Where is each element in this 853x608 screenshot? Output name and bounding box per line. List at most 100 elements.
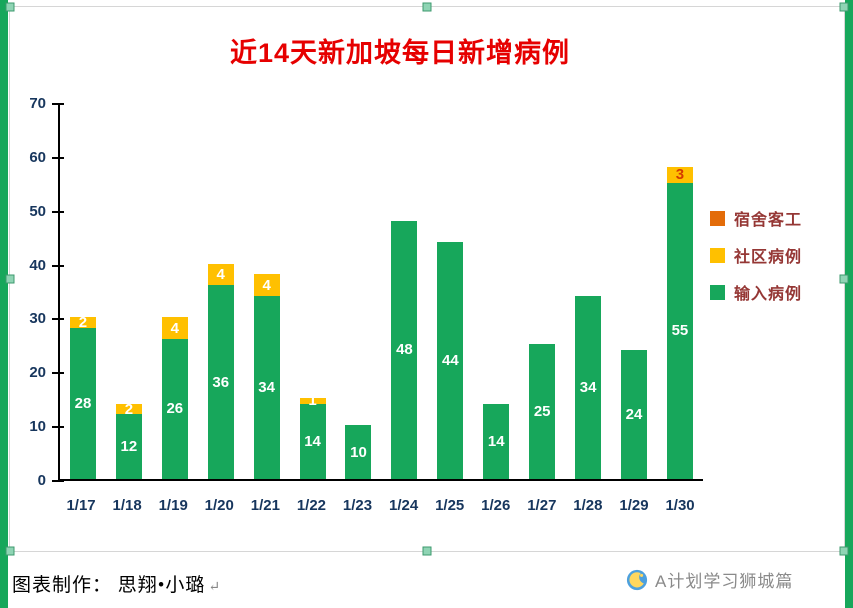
bar-segment: 10 (345, 425, 372, 479)
selection-handle[interactable] (839, 2, 849, 12)
x-axis-label: 1/20 (204, 497, 234, 514)
bar-segment: 14 (483, 403, 510, 479)
bar-value-label: 26 (166, 400, 184, 418)
y-axis-tick-label: 70 (29, 95, 46, 112)
legend-swatch (710, 284, 725, 300)
legend-label: 社区病例 (734, 249, 803, 266)
watermark: A计划学习狮城篇 (626, 567, 793, 592)
x-axis: 1/17 1/18 1/19 1/20 1/21 1/22 1/23 1/24 1/25 1/26… (58, 487, 703, 514)
bar-1-29: 24 (611, 104, 657, 479)
selection-handle[interactable] (5, 546, 15, 556)
y-axis-tick-mark (52, 480, 64, 482)
bar-segment: 14 (299, 403, 326, 479)
chart-title: 近14天新加坡每日新增病例 (229, 38, 571, 68)
x-axis-label: 1/26 (481, 497, 511, 514)
bar-1-21: 4 34 (244, 104, 290, 479)
bar-1-23: 10 (336, 104, 382, 479)
credit-text: 图表制作： 思翔•小璐 (12, 575, 206, 596)
y-axis-tick-label: 60 (29, 148, 46, 166)
bar-segment: 4 (207, 263, 234, 286)
bar-value-label: 1 (308, 392, 317, 410)
legend-item: 输入病例 (710, 280, 802, 304)
x-axis-label: 1/19 (158, 497, 188, 514)
selection-handle[interactable] (422, 546, 432, 556)
left-edge-strip (0, 0, 8, 608)
selection-handle[interactable] (839, 546, 849, 556)
bar-value-label: 14 (304, 432, 321, 450)
bar-value-label: 10 (350, 443, 367, 461)
x-axis-label: 1/22 (296, 497, 327, 514)
legend-swatch (710, 247, 725, 263)
bar-segment: 48 (391, 220, 418, 479)
bar-segment: 36 (207, 285, 234, 479)
legend: 宿舍客工社区病例输入病例 (710, 206, 802, 304)
bar-segment: 3 (666, 166, 693, 183)
y-axis-tick-label: 30 (29, 310, 46, 328)
watermark-logo-icon (626, 569, 648, 590)
bar-value-label: 4 (262, 276, 271, 294)
y-axis-tick-label: 20 (29, 364, 46, 382)
bar-segment: 2 (115, 400, 142, 418)
x-axis-label: 1/23 (342, 497, 373, 514)
bar-value-label: 34 (579, 378, 597, 396)
bar-1-25: 44 (427, 104, 473, 479)
bar-1-27: 25 (519, 104, 565, 479)
chart-canvas[interactable]: 近14天新加坡每日新增病例 0 10 20 30 40 50 60 70 2 28 2 12 4 26 4… (5, 2, 849, 556)
bar-value-label: 4 (216, 265, 225, 283)
bar-segment: 12 (115, 414, 142, 479)
bar-1-28: 34 (565, 104, 611, 479)
legend-item: 社区病例 (710, 243, 802, 267)
x-axis-label: 1/29 (619, 497, 649, 514)
bar-1-18: 2 12 (106, 104, 152, 479)
plot-area: 2 28 2 12 4 26 4 36 4 34 1 14 10 48 44 14 25 34 24 3 55 (58, 104, 703, 481)
bar-value-label: 2 (78, 314, 88, 332)
x-axis-label: 1/28 (573, 497, 603, 514)
bar-value-label: 12 (120, 438, 138, 456)
bar-value-label: 25 (533, 403, 551, 421)
bar-segment: 1 (299, 393, 326, 408)
bar-1-20: 4 36 (198, 104, 244, 479)
bar-1-30: 3 55 (657, 104, 703, 479)
x-axis-label: 1/18 (112, 497, 142, 514)
legend-label: 输入病例 (734, 286, 803, 303)
bar-segment: 24 (621, 349, 648, 479)
bar-value-label: 4 (170, 319, 179, 337)
x-axis-label: 1/25 (435, 497, 465, 514)
x-axis-label: 1/21 (250, 497, 280, 514)
bar-segment: 28 (69, 328, 96, 479)
selection-handle[interactable] (839, 274, 849, 284)
bar-value-label: 44 (441, 352, 459, 370)
selection-handle[interactable] (5, 274, 15, 284)
bar-segment: 55 (666, 182, 693, 479)
x-axis-label: 1/30 (665, 497, 695, 514)
bar-segment: 2 (69, 314, 96, 332)
y-axis-tick-label: 50 (29, 202, 46, 220)
bar-value-label: 24 (625, 405, 643, 423)
watermark-text: A计划学习狮城篇 (655, 572, 794, 591)
bar-1-17: 2 28 (60, 104, 106, 479)
x-axis-label: 1/17 (66, 497, 96, 514)
selection-handle[interactable] (5, 2, 15, 12)
bar-value-label: 55 (671, 322, 689, 340)
chart-credit: 图表制作： 思翔•小璐 ↵ (12, 570, 221, 597)
bar-segment: 34 (253, 295, 280, 479)
bar-value-label: 2 (124, 400, 134, 418)
bar-value-label: 28 (74, 395, 92, 413)
bar-1-26: 14 (473, 104, 519, 479)
bar-1-19: 4 26 (152, 104, 198, 479)
y-axis-tick-label: 0 (37, 472, 46, 489)
y-axis-tick-label: 10 (29, 418, 46, 436)
y-axis-tick-label: 40 (29, 256, 46, 274)
bar-value-label: 34 (258, 378, 275, 396)
paragraph-mark: ↵ (208, 580, 222, 595)
bar-segment: 25 (529, 344, 556, 479)
bar-segment: 44 (437, 242, 464, 479)
selection-handle[interactable] (422, 2, 432, 12)
legend-label: 宿舍客工 (734, 212, 803, 229)
bar-segment: 26 (161, 338, 188, 479)
legend-swatch (710, 210, 725, 226)
x-axis-label: 1/24 (388, 497, 419, 514)
bar-value-label: 14 (487, 432, 505, 450)
bar-value-label: 48 (396, 341, 413, 359)
